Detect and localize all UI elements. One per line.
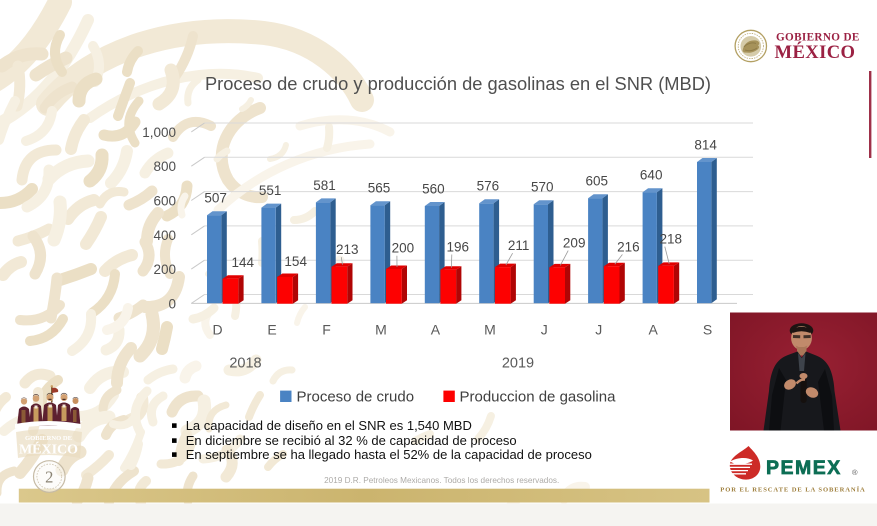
svg-text:144: 144: [232, 255, 255, 270]
svg-text:600: 600: [153, 194, 176, 209]
svg-text:Proceso de crudo: Proceso de crudo: [297, 388, 415, 405]
svg-text:576: 576: [477, 179, 500, 194]
svg-text:A: A: [649, 322, 659, 338]
svg-text:2: 2: [45, 468, 53, 487]
svg-text:2018: 2018: [229, 356, 261, 372]
svg-text:2019 D.R. Petroleos Mexicanos.: 2019 D.R. Petroleos Mexicanos. Todos los…: [324, 476, 559, 485]
svg-text:640: 640: [640, 168, 663, 183]
svg-text:209: 209: [563, 235, 586, 250]
svg-text:565: 565: [368, 181, 391, 196]
svg-text:605: 605: [586, 174, 609, 189]
svg-text:814: 814: [694, 137, 717, 152]
svg-text:E: E: [267, 322, 276, 338]
svg-text:196: 196: [447, 239, 470, 254]
svg-text:154: 154: [284, 254, 307, 269]
svg-text:MÉXICO: MÉXICO: [19, 441, 78, 458]
svg-text:F: F: [322, 322, 331, 338]
svg-text:GOBIERNO DE: GOBIERNO DE: [776, 32, 860, 44]
svg-text:En septiembre se ha llegado ha: En septiembre se ha llegado hasta el 52%…: [186, 447, 592, 462]
svg-text:1,000: 1,000: [142, 125, 176, 140]
svg-text:2019: 2019: [502, 356, 534, 372]
svg-text:213: 213: [336, 242, 359, 257]
svg-text:J: J: [541, 322, 548, 338]
svg-text:PEMEX: PEMEX: [766, 457, 842, 479]
svg-text:J: J: [595, 322, 602, 338]
svg-text:800: 800: [153, 159, 176, 174]
svg-text:Proceso de crudo y producción: Proceso de crudo y producción de gasolin…: [205, 73, 711, 94]
svg-text:Produccion de gasolina: Produccion de gasolina: [460, 388, 617, 405]
svg-text:0: 0: [168, 296, 176, 311]
svg-text:MÉXICO: MÉXICO: [775, 41, 856, 63]
svg-text:S: S: [703, 322, 712, 338]
svg-text:507: 507: [204, 191, 227, 206]
svg-text:551: 551: [259, 183, 282, 198]
svg-text:GOBIERNO DE: GOBIERNO DE: [25, 435, 73, 442]
svg-text:570: 570: [531, 180, 554, 195]
svg-text:En diciembre se recibió al 32: En diciembre se recibió al 32 % de capac…: [186, 433, 517, 448]
svg-text:M: M: [375, 322, 387, 338]
svg-text:581: 581: [313, 178, 336, 193]
svg-text:211: 211: [508, 238, 530, 253]
svg-text:218: 218: [660, 231, 683, 246]
svg-text:D: D: [213, 322, 223, 338]
svg-text:200: 200: [392, 241, 415, 256]
svg-text:A: A: [431, 322, 441, 338]
svg-text:M: M: [484, 322, 496, 338]
svg-text:216: 216: [617, 239, 640, 254]
svg-text:400: 400: [153, 228, 176, 243]
svg-text:POR EL RESCATE DE LA SOBERANÍA: POR EL RESCATE DE LA SOBERANÍA: [720, 486, 865, 494]
svg-text:®: ®: [852, 468, 858, 477]
svg-text:La capacidad de diseño en el S: La capacidad de diseño en el SNR es 1,54…: [186, 418, 472, 433]
svg-text:200: 200: [153, 262, 176, 277]
svg-text:560: 560: [422, 181, 445, 196]
